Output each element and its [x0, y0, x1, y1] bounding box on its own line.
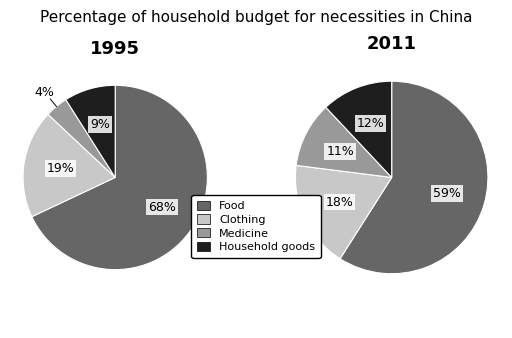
- Text: 9%: 9%: [90, 118, 110, 131]
- Text: 11%: 11%: [326, 145, 354, 158]
- Title: 2011: 2011: [367, 35, 417, 53]
- Text: 12%: 12%: [356, 117, 385, 130]
- Text: Percentage of household budget for necessities in China: Percentage of household budget for neces…: [40, 10, 472, 25]
- Text: 18%: 18%: [326, 196, 353, 209]
- Legend: Food, Clothing, Medicine, Household goods: Food, Clothing, Medicine, Household good…: [191, 195, 321, 258]
- Wedge shape: [32, 85, 207, 270]
- Wedge shape: [66, 85, 115, 177]
- Text: 4%: 4%: [35, 86, 55, 99]
- Text: 19%: 19%: [47, 162, 74, 175]
- Wedge shape: [326, 81, 392, 177]
- Text: 59%: 59%: [433, 187, 461, 200]
- Wedge shape: [340, 81, 488, 274]
- Wedge shape: [48, 100, 115, 177]
- Wedge shape: [23, 114, 115, 217]
- Wedge shape: [296, 107, 392, 177]
- Text: 68%: 68%: [148, 200, 176, 214]
- Title: 1995: 1995: [90, 40, 140, 58]
- Wedge shape: [295, 165, 392, 259]
